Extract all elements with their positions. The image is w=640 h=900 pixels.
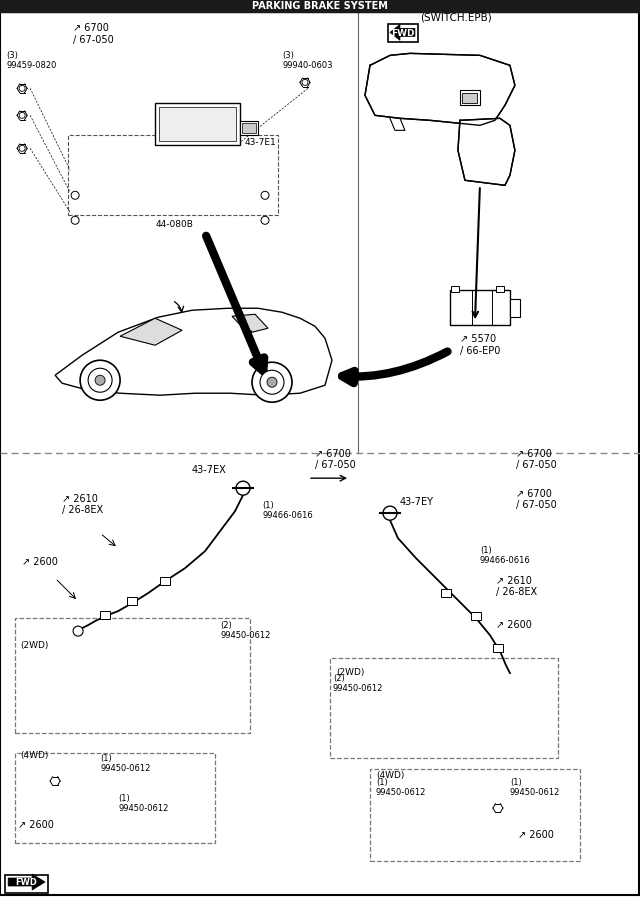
Text: ↗ 6700
/ 67-050: ↗ 6700 / 67-050: [315, 448, 356, 470]
Polygon shape: [232, 314, 268, 333]
Circle shape: [252, 362, 292, 402]
Text: (1): (1): [100, 754, 112, 763]
Polygon shape: [460, 90, 480, 105]
Text: 99450-0612: 99450-0612: [100, 764, 150, 773]
Text: 99459-0820: 99459-0820: [6, 61, 56, 70]
Bar: [159, 107, 236, 141]
Bar: [100, 611, 110, 619]
Bar: [462, 94, 477, 104]
Text: (2WD): (2WD): [20, 641, 49, 650]
Text: 99450-0612: 99450-0612: [333, 684, 383, 693]
Text: 43-7EY: 43-7EY: [400, 497, 434, 508]
Polygon shape: [365, 53, 515, 125]
Text: (2): (2): [333, 674, 345, 683]
Circle shape: [383, 506, 397, 520]
Text: (1): (1): [376, 778, 388, 787]
Bar: [441, 590, 451, 597]
Text: (1): (1): [118, 794, 130, 803]
Bar: [155, 104, 240, 145]
Bar: [471, 612, 481, 620]
Bar: [242, 123, 256, 133]
Text: (3): (3): [282, 51, 294, 60]
Text: ↗ 2610
/ 26-8EX: ↗ 2610 / 26-8EX: [62, 493, 103, 515]
Text: (3): (3): [6, 51, 18, 60]
Text: 99466-0616: 99466-0616: [262, 511, 313, 520]
Polygon shape: [55, 308, 332, 395]
Text: 44-080B: 44-080B: [155, 220, 193, 230]
Circle shape: [19, 145, 25, 151]
Bar: [5, 875, 48, 893]
Text: (4WD): (4WD): [376, 771, 404, 780]
Bar: [388, 24, 418, 42]
Text: ↗ 5570
/ 66-EP0: ↗ 5570 / 66-EP0: [460, 335, 500, 356]
Polygon shape: [458, 118, 515, 185]
Bar: [15, 753, 215, 843]
Bar: [451, 286, 459, 292]
Text: 99450-0612: 99450-0612: [376, 788, 426, 797]
Circle shape: [19, 112, 25, 118]
Text: (1): (1): [480, 546, 492, 555]
Text: 99466-0616: 99466-0616: [480, 556, 531, 565]
Bar: [127, 597, 137, 605]
Text: 99450-0612: 99450-0612: [220, 631, 271, 640]
Polygon shape: [120, 319, 182, 346]
Circle shape: [95, 375, 105, 385]
Text: (1): (1): [262, 501, 274, 510]
Text: (SWITCH.EPB): (SWITCH.EPB): [420, 13, 492, 22]
Text: ↗ 6700
/ 67-050: ↗ 6700 / 67-050: [516, 448, 557, 470]
Circle shape: [19, 86, 25, 91]
Text: FWD: FWD: [391, 29, 415, 38]
Text: 99450-0612: 99450-0612: [510, 788, 560, 797]
Text: (2): (2): [220, 621, 232, 630]
Text: ↗ 2600: ↗ 2600: [18, 820, 54, 830]
Bar: [160, 577, 170, 585]
Text: PARKING BRAKE SYSTEM: PARKING BRAKE SYSTEM: [252, 2, 388, 12]
Text: 99450-0612: 99450-0612: [118, 804, 168, 813]
Text: (2WD): (2WD): [336, 668, 364, 677]
Bar: [510, 300, 520, 317]
Circle shape: [80, 360, 120, 400]
Polygon shape: [390, 24, 415, 40]
Circle shape: [71, 216, 79, 224]
Bar: [0, 0, 640, 13]
Bar: [450, 291, 510, 325]
Circle shape: [71, 192, 79, 199]
Bar: [496, 286, 504, 292]
Circle shape: [261, 216, 269, 224]
Bar: [68, 135, 278, 215]
Text: ↗ 2600: ↗ 2600: [22, 557, 58, 567]
Bar: [493, 644, 503, 652]
Text: 43-7E1: 43-7E1: [245, 139, 276, 148]
Circle shape: [302, 79, 308, 86]
Bar: [330, 658, 558, 758]
Bar: [15, 618, 250, 734]
Circle shape: [261, 192, 269, 199]
Text: (4WD): (4WD): [20, 752, 49, 760]
Circle shape: [88, 368, 112, 392]
Bar: [240, 122, 258, 135]
Text: ↗ 2600: ↗ 2600: [518, 830, 554, 840]
Circle shape: [260, 370, 284, 394]
Text: FWD: FWD: [15, 878, 37, 886]
Circle shape: [73, 626, 83, 636]
Text: ↗ 6700
/ 67-050: ↗ 6700 / 67-050: [516, 489, 557, 510]
Text: ↗ 2600: ↗ 2600: [496, 620, 532, 630]
Text: ↗ 2610
/ 26-8EX: ↗ 2610 / 26-8EX: [496, 575, 537, 597]
Circle shape: [236, 482, 250, 495]
Polygon shape: [8, 874, 45, 890]
Text: ↗ 6700
/ 67-050: ↗ 6700 / 67-050: [73, 23, 114, 45]
Text: 43-7EX: 43-7EX: [192, 465, 227, 475]
Circle shape: [267, 377, 277, 387]
Text: 99940-0603: 99940-0603: [282, 61, 333, 70]
Bar: [370, 770, 580, 861]
Text: (1): (1): [510, 778, 522, 787]
